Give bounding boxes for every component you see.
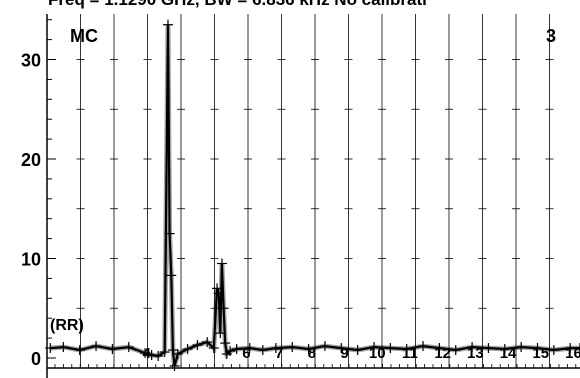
rr-markers [45,19,580,371]
x-bottom-label: 6 [242,345,250,362]
rr-marker [565,343,576,354]
rr-marker [208,343,219,354]
rr-marker [182,344,193,355]
rr-marker [153,351,164,362]
y-tick-label: 30 [21,51,41,71]
rr-marker [499,344,510,355]
rr-marker [270,343,281,354]
rr-marker [231,344,242,355]
rr-marker [467,342,478,353]
x-bottom-label: 13 [467,345,484,362]
rr-marker [287,342,298,353]
rr-marker [140,348,151,359]
rr-marker [167,345,178,356]
x-bottom-label: 10 [369,345,386,362]
y-tick-label: 10 [21,250,41,270]
rr-marker [352,345,363,356]
rr-marker [220,338,231,349]
rr-marker [192,340,203,351]
x-bottom-label: 9 [340,345,348,362]
rr-marker [146,350,157,361]
rr-marker [169,360,180,371]
rr-marker [107,344,118,355]
rr-marker [216,258,227,269]
rr-marker [516,342,527,353]
rr-marker [303,344,314,355]
rr-marker [385,343,396,354]
y-tick-labels: 0 10 20 30 [21,51,41,370]
rr-marker [336,343,347,354]
rr-marker [548,345,559,356]
y-tick-label: 0 [31,349,41,369]
x-bottom-label: 8 [308,345,316,362]
rr-marker [172,349,183,360]
rr-marker [483,343,494,354]
rr-marker [401,344,412,355]
rr-marker [74,345,85,356]
rr-marker [212,283,223,294]
rr-marker [215,328,226,339]
rr-marker [575,343,580,354]
series-label-rr: (RR) [50,317,84,334]
rr-marker [532,343,543,354]
rr-marker [257,345,268,356]
rr-marker [164,228,175,239]
corner-label-mc: MC [70,26,98,46]
rr-marker [319,341,330,352]
rr-marker [368,342,379,353]
header-text: Freq = 1.1290 GHz, BW = 6.836 kHz No cal… [48,0,427,9]
rr-marker [244,343,255,354]
rr-marker [434,343,445,354]
rr-marker [202,337,213,348]
rr-marker [159,347,170,358]
rr-marker [91,341,102,352]
grid-lines [76,14,554,368]
y-tick-label: 20 [21,150,41,170]
rr-marker [166,270,177,281]
corner-label-number: 3 [546,26,556,46]
rr-marker [450,345,461,356]
rr-marker [58,342,69,353]
y-tick-marks [47,19,56,359]
rr-marker [123,342,134,353]
rr-marker [218,303,229,314]
x-bottom-label: 7 [275,345,283,362]
rr-marker [213,288,224,299]
rr-marker [225,346,236,357]
rr-marker [418,341,429,352]
rr-marker [162,19,173,30]
